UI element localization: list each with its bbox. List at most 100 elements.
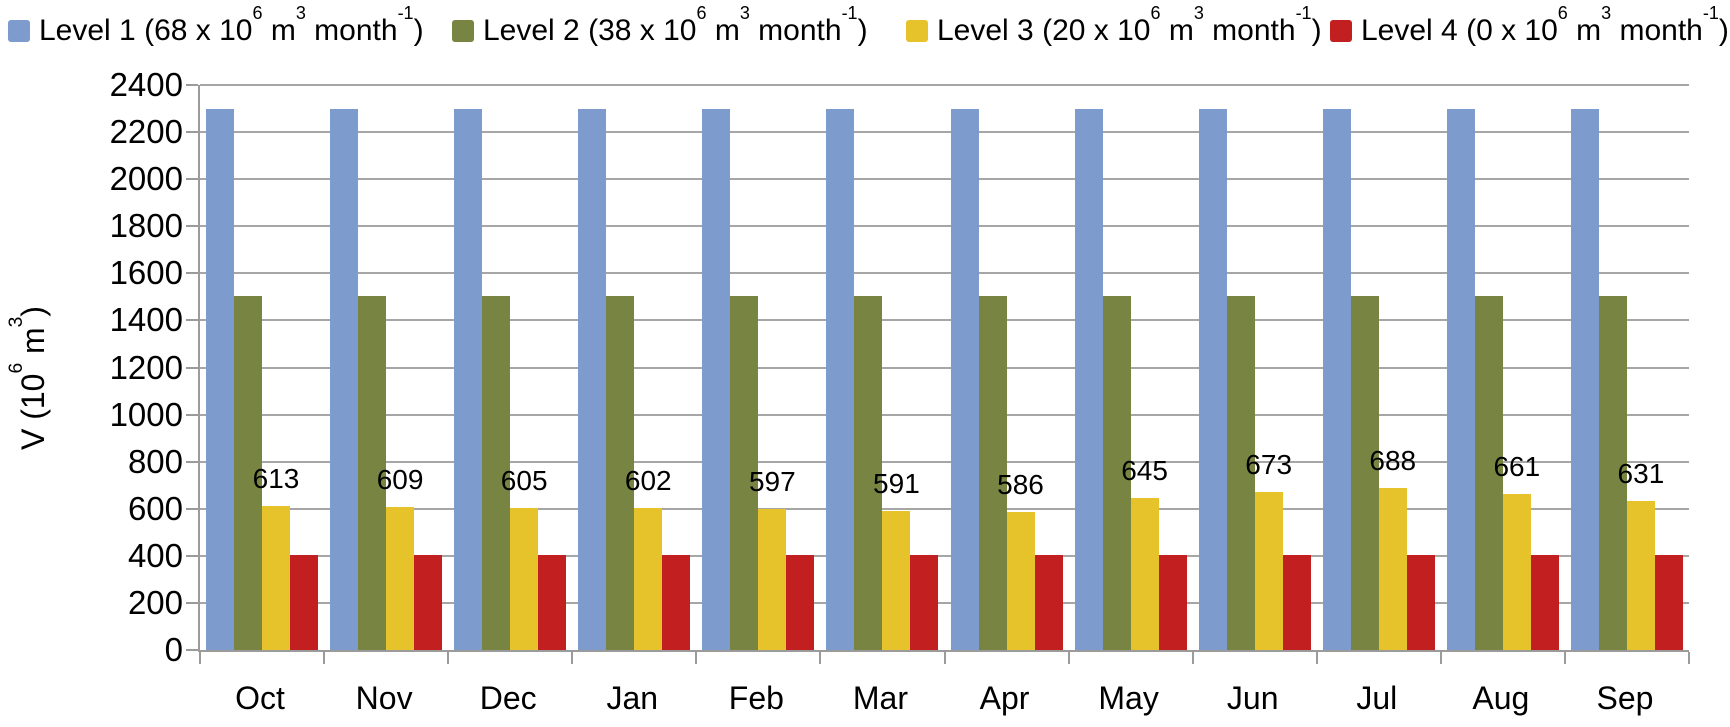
bar-value-label-feb: 597 [748, 466, 796, 498]
y-axis-tick [186, 225, 198, 228]
gridline-1000 [200, 413, 1689, 416]
bar-level1-jul [1322, 108, 1351, 650]
bar-value-label-sep: 631 [1617, 458, 1665, 490]
legend-item-level-4: Level 4 (0 x 106 m3 month-1) [1330, 3, 1729, 48]
bar-level1-jun [1198, 108, 1227, 650]
bar-level3-feb [758, 509, 787, 650]
bar-level1-may [1074, 108, 1103, 650]
x-axis-tick [695, 652, 698, 664]
x-category-label-sep: Sep [1596, 680, 1654, 716]
x-category-label-mar: Mar [852, 680, 908, 716]
y-axis-tick [186, 178, 198, 181]
bar-level4-may [1158, 554, 1187, 650]
bar-value-label-dec: 605 [500, 464, 548, 496]
legend-item-level-2: Level 2 (38 x 106 m3 month-1) [452, 4, 868, 48]
bar-level3-oct [262, 505, 290, 650]
bar-level2-aug [1474, 295, 1503, 650]
legend-item-level-1: Level 1 (68 x 106 m3 month-1) [8, 4, 424, 48]
bar-level2-may [1102, 295, 1131, 650]
x-category-label-nov: Nov [355, 680, 413, 716]
bar-value-label-aug: 661 [1493, 451, 1541, 483]
gridline-400 [200, 554, 1689, 557]
y-tick-label-0: 0 [164, 631, 183, 668]
y-tick-label-1800: 1800 [109, 207, 183, 245]
y-axis-tick [186, 366, 198, 369]
x-category-label-aug: Aug [1472, 680, 1530, 716]
y-axis-tick [186, 272, 198, 275]
gridline-1200 [200, 366, 1689, 369]
bar-level1-sep [1570, 108, 1599, 650]
bar-level3-sep [1626, 501, 1655, 650]
y-tick-label-1600: 1600 [109, 254, 183, 292]
x-category-label-dec: Dec [479, 680, 537, 716]
y-tick-label-200: 200 [127, 583, 183, 621]
x-axis-tick [1439, 652, 1442, 664]
bar-level4-dec [538, 554, 567, 650]
bar-level2-nov [358, 295, 387, 650]
x-axis-tick [571, 652, 574, 664]
y-axis-tick [186, 131, 198, 134]
bar-level2-feb [730, 295, 759, 650]
bar-level4-apr [1034, 554, 1063, 650]
x-axis-tick [1688, 652, 1690, 664]
gridline-800 [200, 460, 1689, 463]
bar-level3-jan [634, 508, 663, 650]
bar-level3-apr [1006, 512, 1035, 650]
x-category-label-oct: Oct [235, 680, 285, 716]
bar-level3-jun [1254, 491, 1283, 650]
y-tick-label-1400: 1400 [109, 301, 183, 339]
bar-value-label-nov: 609 [376, 463, 424, 495]
y-axis-tick [186, 554, 198, 557]
y-axis-title: V (106 m3) [5, 305, 51, 451]
x-category-label-jun: Jun [1226, 680, 1279, 716]
x-category-label-apr: Apr [979, 680, 1030, 716]
legend-swatch-icon [452, 20, 474, 42]
legend-label: Level 3 (20 x 106 m3 month-1) [937, 3, 1322, 47]
bar-level4-sep [1654, 554, 1683, 650]
y-axis-tick [186, 507, 198, 510]
bar-level1-feb [702, 108, 731, 650]
y-tick-label-2400: 2400 [109, 66, 183, 103]
bar-level2-jul [1350, 295, 1379, 650]
y-axis-tick [186, 84, 198, 86]
bar-level2-jun [1226, 295, 1255, 650]
bar-value-label-apr: 586 [997, 469, 1044, 501]
y-axis-tick [186, 649, 198, 651]
bar-level2-mar [854, 295, 883, 650]
bar-value-label-jul: 688 [1369, 445, 1417, 477]
bar-level2-sep [1598, 295, 1627, 650]
legend-swatch-icon [8, 20, 30, 42]
bar-value-label-mar: 591 [873, 467, 920, 499]
bar-level3-mar [882, 510, 911, 650]
x-category-label-jan: Jan [606, 680, 659, 716]
y-axis-tick [186, 319, 198, 322]
bar-level1-jan [578, 108, 607, 650]
bar-level1-oct [206, 108, 234, 650]
y-tick-label-800: 800 [127, 442, 183, 480]
gridline-2400 [200, 84, 1689, 86]
bar-value-label-oct: 613 [252, 462, 300, 494]
bar-level3-dec [510, 507, 539, 650]
legend-item-level-3: Level 3 (20 x 106 m3 month-1) [906, 3, 1322, 48]
y-tick-label-400: 400 [127, 536, 183, 574]
bar-level2-apr [978, 295, 1007, 650]
x-axis-tick [1315, 652, 1318, 664]
x-category-label-feb: Feb [728, 680, 784, 716]
bar-level3-jul [1378, 488, 1407, 650]
gridline-1600 [200, 272, 1689, 275]
gridline-1400 [200, 319, 1689, 322]
x-axis-tick [323, 652, 326, 664]
x-axis-tick [1563, 652, 1566, 664]
bar-level1-nov [330, 108, 359, 650]
bar-level1-dec [454, 108, 483, 650]
gridline-200 [200, 601, 1689, 604]
legend-label: Level 4 (0 x 106 m3 month-1) [1361, 3, 1729, 47]
bar-level2-dec [482, 295, 511, 650]
plot-area: 613 609 605 602 597 591 586 645 673 688 661 631 [186, 84, 1690, 664]
x-axis-tick [447, 652, 450, 664]
x-category-label-may: May [1098, 680, 1159, 716]
bar-level1-aug [1446, 108, 1475, 650]
bar-level4-jan [662, 554, 691, 650]
bar-value-label-jan: 602 [624, 465, 672, 497]
